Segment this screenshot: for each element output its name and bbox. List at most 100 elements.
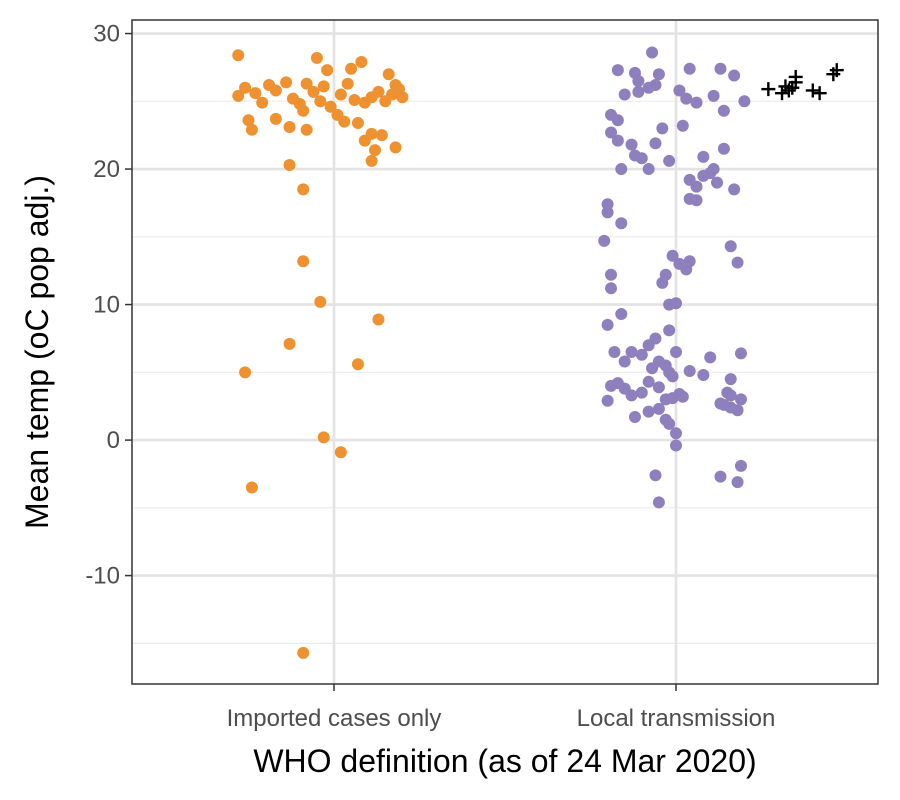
data-point [351, 116, 364, 129]
data-point [605, 126, 618, 139]
data-point [697, 150, 710, 163]
data-point [396, 91, 409, 104]
data-point [642, 163, 655, 176]
data-point [697, 169, 710, 182]
data-point [345, 62, 358, 75]
data-point [738, 95, 751, 108]
data-point [728, 69, 741, 82]
data-point [598, 234, 611, 247]
plus-marker [812, 86, 827, 101]
x-axis-title: WHO definition (as of 24 Mar 2020) [253, 743, 756, 779]
data-point [625, 389, 638, 402]
data-point [618, 355, 631, 368]
x-tick-label: Imported cases only [227, 705, 442, 732]
data-point [338, 115, 351, 128]
data-point [310, 51, 323, 64]
y-tick-label: 10 [93, 292, 120, 319]
data-point [670, 346, 682, 358]
data-point [382, 68, 395, 81]
plus-marker [829, 63, 844, 78]
data-point [297, 646, 310, 659]
data-point [649, 469, 662, 482]
data-point [365, 154, 378, 167]
data-point [365, 127, 378, 140]
plot-panel-border [131, 19, 879, 685]
data-point [232, 49, 245, 62]
data-point [232, 89, 245, 102]
data-point [348, 93, 361, 106]
data-point [283, 337, 296, 350]
data-point [605, 282, 618, 295]
data-point [673, 84, 686, 97]
data-point [324, 100, 337, 113]
y-axis-title: Mean temp (oC pop adj.) [19, 175, 55, 529]
data-point [717, 104, 730, 117]
data-point [680, 92, 693, 105]
plus-marker [805, 83, 820, 98]
data-point [707, 89, 720, 102]
data-point [731, 476, 744, 489]
data-point [601, 394, 614, 407]
data-point [673, 388, 686, 401]
data-point [611, 64, 624, 77]
data-point [734, 393, 747, 406]
data-point [283, 158, 296, 171]
data-point [389, 141, 402, 154]
data-point [670, 297, 682, 310]
data-point [618, 88, 631, 101]
data-point [635, 348, 648, 361]
data-point [372, 313, 385, 326]
data-points [232, 46, 844, 659]
data-point [683, 255, 696, 268]
data-point [300, 77, 313, 90]
data-point [611, 114, 624, 127]
data-point [714, 62, 727, 75]
data-point [656, 122, 669, 135]
data-point [317, 80, 330, 93]
data-point [269, 112, 282, 125]
data-point [666, 249, 679, 262]
data-point [297, 104, 310, 117]
data-point [355, 56, 368, 69]
data-point [663, 324, 676, 337]
data-point [683, 364, 696, 377]
data-point [652, 496, 665, 509]
data-point [628, 411, 641, 424]
data-point [239, 366, 252, 379]
data-point [690, 96, 703, 109]
data-point [734, 459, 747, 472]
data-point [314, 95, 327, 108]
data-point [341, 77, 354, 90]
data-point [307, 85, 320, 98]
axes: -10 0 10 20 30 Imported cases only Local trans… [85, 21, 775, 732]
data-point [690, 194, 703, 207]
y-tick-label: 30 [93, 21, 120, 48]
grid [132, 20, 878, 684]
y-tick-label: -10 [85, 563, 120, 590]
data-point [731, 256, 744, 269]
data-point [666, 370, 679, 383]
data-point [369, 144, 382, 157]
data-point [728, 183, 741, 196]
data-point [608, 346, 621, 358]
data-point [670, 439, 682, 452]
data-point [649, 332, 662, 345]
data-point [724, 373, 737, 386]
data-point [249, 87, 262, 100]
data-point [707, 163, 720, 176]
data-point [601, 318, 614, 331]
data-point [704, 351, 717, 364]
data-point [652, 402, 665, 415]
data-point [683, 62, 696, 75]
data-point [297, 255, 310, 268]
y-tick-label: 0 [107, 427, 120, 454]
data-point [625, 346, 638, 358]
data-point [649, 137, 662, 150]
data-point [717, 142, 730, 155]
data-point [389, 79, 402, 92]
data-point [615, 217, 628, 230]
data-point [714, 470, 727, 483]
data-point [646, 362, 659, 375]
y-tick-label: 20 [93, 156, 120, 183]
plus-marker [788, 69, 803, 84]
